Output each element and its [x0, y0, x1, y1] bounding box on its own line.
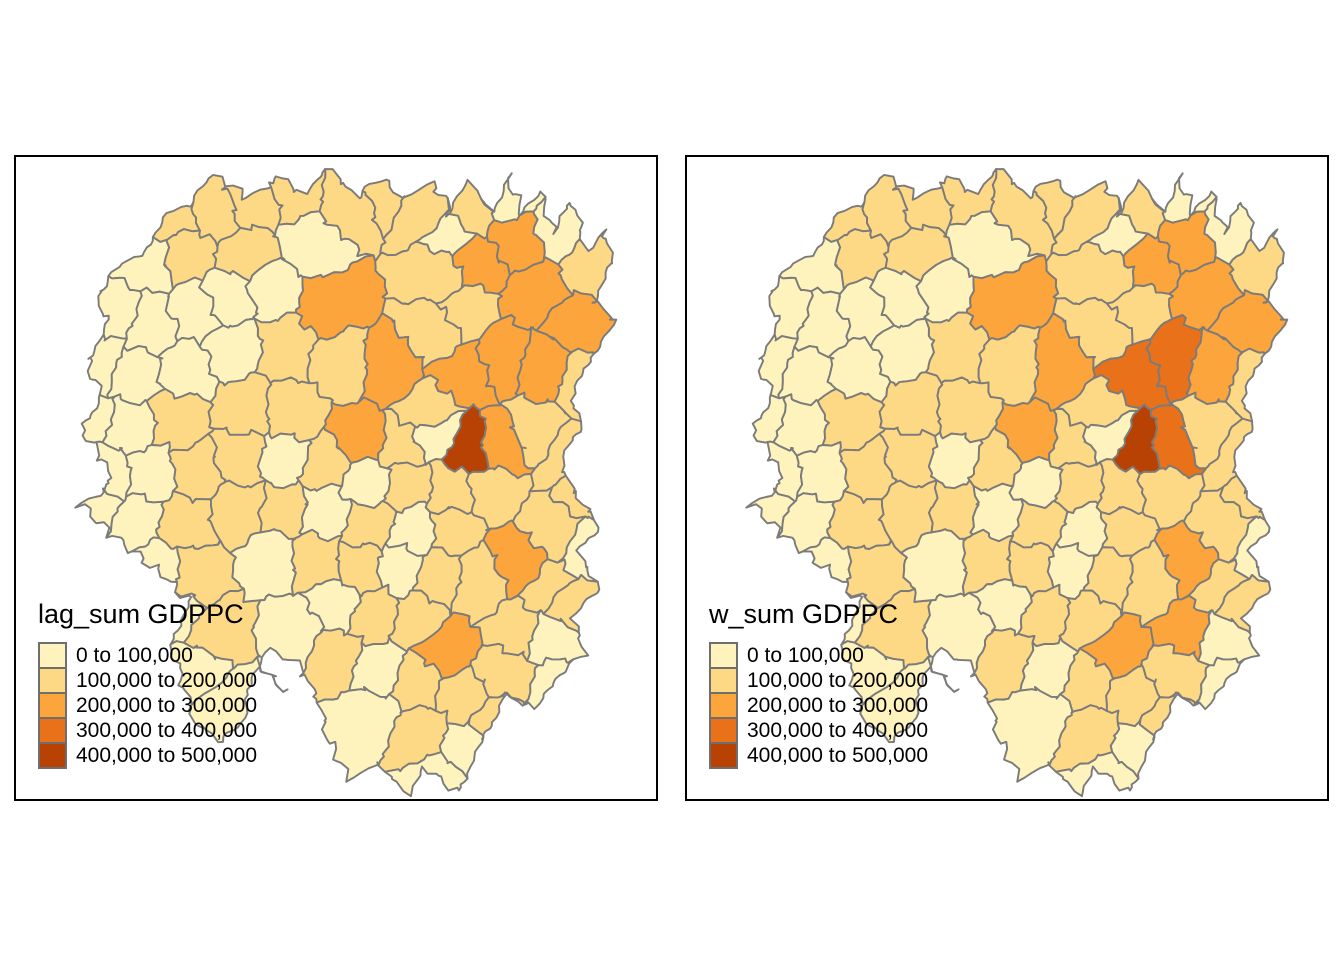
- county-region: [1213, 574, 1272, 634]
- legend-swatch: [38, 692, 67, 719]
- legend-swatch: [38, 742, 67, 769]
- legend-label: 0 to 100,000: [747, 643, 864, 667]
- county-region: [467, 691, 530, 741]
- legend-swatch: [709, 742, 738, 769]
- legend-swatch: [709, 717, 738, 744]
- choropleth-map-lag-sum: [74, 168, 618, 798]
- legend-label: 200,000 to 300,000: [76, 693, 258, 717]
- map-panel-w-sum: w_sum GDPPC 0 to 100,000 100,000 to 200,0…: [685, 155, 1329, 801]
- legend-item: 0 to 100,000: [709, 642, 928, 669]
- legend-item: 400,000 to 500,000: [709, 742, 928, 769]
- legend-swatch: [38, 642, 67, 669]
- county-region: [188, 656, 289, 744]
- legend-label: 300,000 to 400,000: [76, 718, 258, 742]
- county-region: [542, 574, 601, 634]
- legend-item: 300,000 to 400,000: [709, 717, 928, 744]
- legend-item: 0 to 100,000: [38, 642, 257, 669]
- county-region: [384, 751, 469, 798]
- legend-item: 100,000 to 200,000: [38, 667, 257, 694]
- county-region: [1138, 691, 1201, 741]
- map-panel-lag-sum: lag_sum GDPPC 0 to 100,000 100,000 to 200…: [14, 155, 658, 801]
- county-region: [859, 656, 960, 744]
- legend-label: 300,000 to 400,000: [747, 718, 929, 742]
- legend-item: 400,000 to 500,000: [38, 742, 257, 769]
- legend-label: 0 to 100,000: [76, 643, 193, 667]
- legend-items: 0 to 100,000 100,000 to 200,000 200,000 to…: [709, 642, 928, 769]
- legend-item: 100,000 to 200,000: [709, 667, 928, 694]
- county-region: [1055, 751, 1140, 798]
- county-region: [1193, 656, 1246, 711]
- legend-item: 300,000 to 400,000: [38, 717, 257, 744]
- legend-swatch: [38, 667, 67, 694]
- legend-swatch: [709, 667, 738, 694]
- legend-title: lag_sum GDPPC: [38, 599, 244, 629]
- legend-swatch: [709, 642, 738, 669]
- legend-title: w_sum GDPPC: [709, 599, 899, 629]
- legend-w-sum: w_sum GDPPC 0 to 100,000 100,000 to 200,0…: [709, 599, 928, 769]
- legend-swatch: [709, 692, 738, 719]
- legend-items: 0 to 100,000 100,000 to 200,000 200,000 to…: [38, 642, 257, 769]
- legend-lag-sum: lag_sum GDPPC 0 to 100,000 100,000 to 200…: [38, 599, 257, 769]
- legend-swatch: [38, 717, 67, 744]
- legend-label: 200,000 to 300,000: [747, 693, 929, 717]
- choropleth-map-w-sum: [745, 168, 1289, 798]
- legend-label: 400,000 to 500,000: [76, 743, 258, 767]
- county-region: [1228, 228, 1285, 302]
- legend-label: 100,000 to 200,000: [747, 668, 929, 692]
- legend-label: 400,000 to 500,000: [747, 743, 929, 767]
- legend-item: 200,000 to 300,000: [38, 692, 257, 719]
- county-region: [522, 656, 575, 711]
- county-region: [557, 228, 614, 302]
- legend-label: 100,000 to 200,000: [76, 668, 258, 692]
- legend-item: 200,000 to 300,000: [709, 692, 928, 719]
